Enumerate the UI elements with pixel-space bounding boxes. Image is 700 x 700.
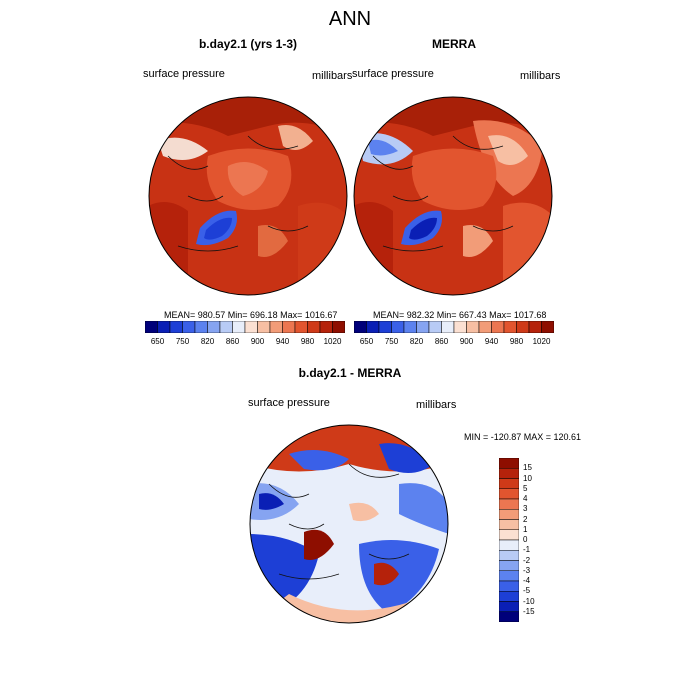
colorbar-swatch: [499, 529, 519, 541]
colorbar-swatch: [453, 321, 467, 333]
colorbar-swatch: [391, 321, 405, 333]
colorbar-swatch: [257, 321, 271, 333]
panel-1-left-label: surface pressure: [143, 68, 225, 80]
colorbar-tick-label: 820: [409, 337, 424, 346]
colorbar-swatch: [499, 468, 519, 479]
colorbar-tick-label: 980: [300, 337, 315, 346]
colorbar-tick-label: 4: [523, 494, 528, 503]
colorbar-swatch: [499, 550, 519, 561]
colorbar-swatch: [207, 321, 221, 333]
colorbar-tick-label: 10: [523, 473, 532, 483]
panel-3-right-label: millibars: [416, 399, 457, 411]
colorbar-swatch: [499, 458, 519, 469]
colorbar-tick-label: 0: [523, 535, 528, 544]
colorbar-swatch: [366, 321, 380, 333]
colorbar-tick-label: 3: [523, 504, 528, 514]
colorbar-swatch: [466, 321, 480, 333]
colorbar-tick-label: 650: [150, 337, 165, 346]
colorbar-swatch: [503, 321, 517, 333]
panel-3-polar-map: [249, 424, 449, 624]
colorbar-tick-label: 15: [523, 463, 532, 473]
colorbar-tick-label: 940: [484, 337, 499, 346]
colorbar-tick-label: 860: [434, 337, 449, 346]
colorbar-swatch: [145, 321, 158, 333]
colorbar-swatch: [441, 321, 455, 333]
colorbar-swatch: [499, 509, 519, 520]
colorbar-tick-label: -1: [523, 545, 531, 555]
panel-2-stats: MEAN= 982.32 Min= 667.43 Max= 1017.68: [373, 310, 547, 320]
colorbar-swatch: [169, 321, 183, 333]
colorbar-tick-label: 2: [523, 514, 528, 524]
colorbar-tick-label: 1020: [532, 337, 551, 346]
colorbar-swatch: [282, 321, 296, 333]
colorbar-swatch: [244, 321, 258, 333]
colorbar-swatch: [294, 321, 308, 333]
colorbar-tick-label: 750: [384, 337, 399, 346]
colorbar-tick-label: 900: [459, 337, 474, 346]
colorbar-tick-label: 650: [359, 337, 374, 346]
panel-1-colorbar: [145, 321, 345, 333]
colorbar-tick-label: -4: [523, 576, 531, 585]
colorbar-swatch: [528, 321, 542, 333]
colorbar-swatch: [332, 321, 345, 333]
colorbar-swatch: [219, 321, 233, 333]
colorbar-swatch: [499, 478, 519, 489]
colorbar-swatch: [499, 498, 519, 510]
colorbar-tick-label: 940: [275, 337, 290, 346]
panel-3-colorbar: [499, 458, 519, 622]
colorbar-tick-label: -2: [523, 555, 531, 565]
colorbar-swatch: [416, 321, 430, 333]
panel-3-title: b.day2.1 - MERRA: [298, 366, 402, 380]
colorbar-swatch: [428, 321, 442, 333]
colorbar-tick-label: 5: [523, 483, 528, 493]
colorbar-swatch: [269, 321, 283, 333]
colorbar-tick-label: -3: [523, 565, 531, 575]
colorbar-swatch: [194, 321, 208, 333]
colorbar-swatch: [491, 321, 505, 333]
panel-2-polar-map: [353, 96, 553, 296]
colorbar-swatch: [478, 321, 492, 333]
colorbar-tick-label: 900: [250, 337, 265, 346]
colorbar-tick-label: 860: [225, 337, 240, 346]
panel-2-title: MERRA: [432, 37, 476, 51]
colorbar-tick-label: -15: [523, 606, 535, 616]
colorbar-swatch: [182, 321, 196, 333]
colorbar-swatch: [499, 519, 519, 530]
colorbar-tick-label: 1: [523, 524, 528, 534]
colorbar-swatch: [499, 539, 519, 551]
colorbar-tick-label: -5: [523, 586, 531, 596]
colorbar-swatch: [499, 591, 519, 602]
colorbar-tick-label: -10: [523, 596, 535, 606]
colorbar-swatch: [541, 321, 554, 333]
colorbar-swatch: [157, 321, 171, 333]
panel-2-left-label: surface pressure: [352, 68, 434, 80]
colorbar-swatch: [307, 321, 321, 333]
colorbar-swatch: [232, 321, 246, 333]
colorbar-tick-label: 1020: [323, 337, 342, 346]
colorbar-swatch: [354, 321, 367, 333]
colorbar-swatch: [499, 611, 519, 622]
colorbar-swatch: [499, 601, 519, 612]
panel-2-right-label: millibars: [520, 70, 561, 82]
colorbar-swatch: [378, 321, 392, 333]
main-title: ANN: [328, 8, 372, 30]
colorbar-tick-label: 980: [509, 337, 524, 346]
panel-3-left-label: surface pressure: [248, 397, 330, 409]
panel-1-title: b.day2.1 (yrs 1-3): [198, 37, 298, 51]
panel-3-stats: MIN = -120.87 MAX = 120.61: [464, 432, 582, 442]
colorbar-tick-label: 750: [175, 337, 190, 346]
colorbar-swatch: [499, 488, 519, 500]
colorbar-swatch: [499, 570, 519, 582]
colorbar-swatch: [319, 321, 333, 333]
panel-1-right-label: millibars: [312, 70, 353, 82]
colorbar-swatch: [516, 321, 530, 333]
panel-1-polar-map: [148, 96, 348, 296]
colorbar-swatch: [499, 560, 519, 571]
panel-1-stats: MEAN= 980.57 Min= 696.18 Max= 1016.67: [164, 310, 338, 320]
colorbar-swatch: [403, 321, 417, 333]
colorbar-tick-label: 820: [200, 337, 215, 346]
colorbar-swatch: [499, 580, 519, 592]
panel-2-colorbar: [354, 321, 554, 333]
